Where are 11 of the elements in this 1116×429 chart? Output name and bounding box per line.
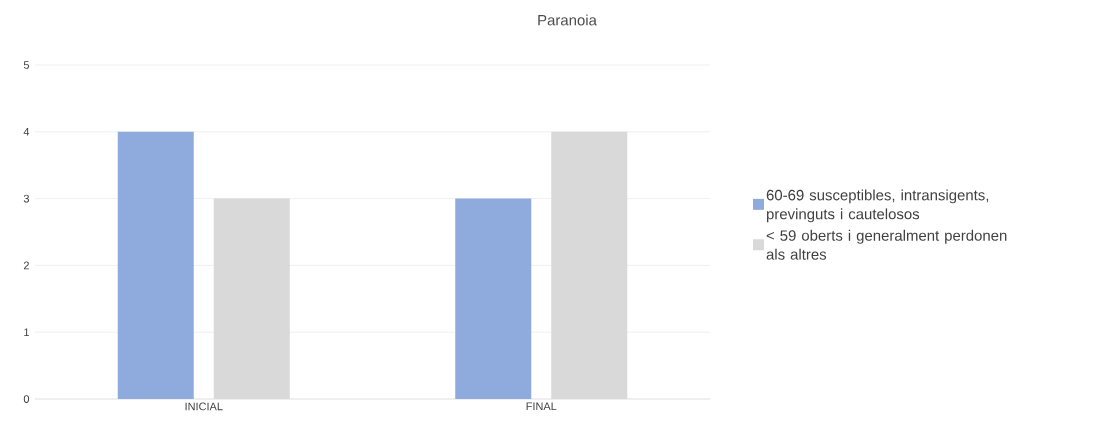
y-tick-label: 0: [23, 395, 30, 403]
x-tick-label: FINAL: [526, 402, 557, 411]
y-tick-label: 4: [23, 128, 30, 136]
chart-title: Paranoia: [538, 14, 597, 26]
legend-label: 60-69 susceptibles, intransigents, previnguts i cautelosos: [766, 189, 989, 223]
y-tick-label: 5: [23, 61, 30, 69]
y-tick-label: 3: [23, 194, 29, 203]
y-tick-label: 2: [23, 261, 29, 270]
legend-label: < 59 oberts i generalment perdonen als altres: [766, 229, 1007, 260]
y-tick-label: 1: [24, 328, 29, 336]
x-tick-label: INICIAL: [185, 402, 223, 411]
